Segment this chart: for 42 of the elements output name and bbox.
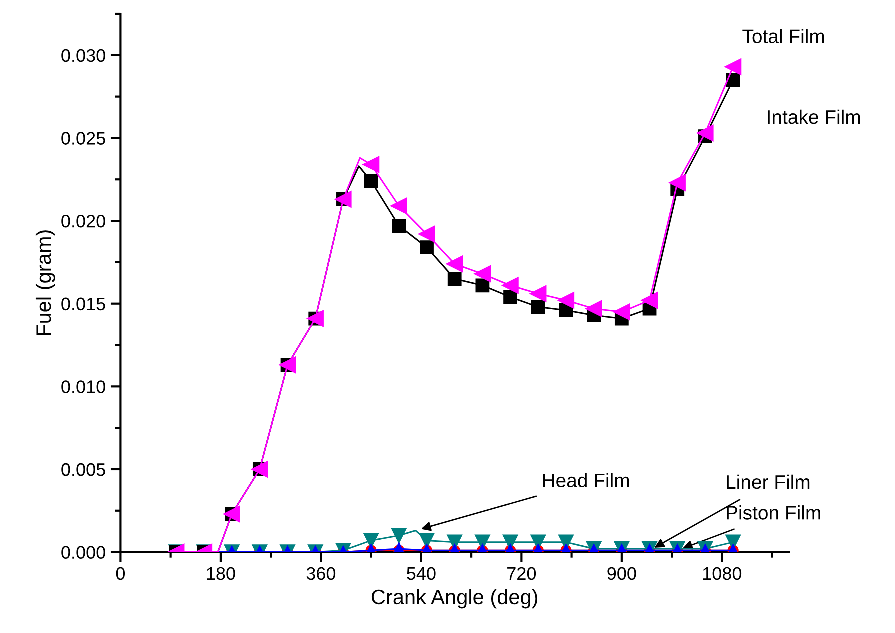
point	[420, 240, 434, 254]
point	[362, 156, 380, 174]
series-label: Total Film	[742, 29, 824, 44]
x-tick-label: 0	[116, 567, 126, 580]
point	[476, 278, 490, 293]
point	[724, 58, 742, 76]
point	[390, 198, 408, 214]
point	[586, 300, 602, 318]
point	[669, 174, 686, 192]
point	[504, 290, 518, 304]
point	[446, 256, 464, 272]
point	[530, 286, 547, 302]
point	[502, 277, 519, 294]
point	[697, 124, 714, 142]
y-tick-label: 0.015	[62, 298, 106, 311]
series-label: Intake Film	[768, 110, 860, 124]
x-axis-title: Crank Angle (deg)	[372, 589, 538, 609]
point	[364, 174, 378, 188]
point	[558, 292, 575, 309]
y-tick-label: 0.010	[62, 380, 106, 394]
x-tick-label: 1080	[703, 567, 742, 580]
point	[418, 226, 436, 243]
point	[641, 292, 658, 309]
y-tick-label: 0.020	[62, 214, 106, 228]
point	[614, 304, 630, 320]
x-tick-label: 540	[407, 567, 436, 580]
text: Liner Film	[727, 474, 810, 490]
y-tick-label: 0.025	[62, 132, 106, 145]
y-axis-title: Fuel (gram)	[36, 230, 56, 336]
point	[531, 300, 546, 314]
point	[474, 266, 492, 282]
text: Head Film	[543, 473, 630, 488]
x-tick-label: 900	[608, 567, 636, 580]
series-label: Piston Film	[727, 506, 820, 520]
x-tick-label: 180	[207, 567, 236, 580]
y-tick-label: 0.005	[62, 463, 106, 476]
y-tick-label: 0.000	[62, 546, 106, 560]
x-tick-label: 720	[508, 567, 536, 580]
y-tick-label: 0.030	[62, 49, 106, 62]
x-tick-label: 360	[306, 567, 336, 580]
point	[448, 272, 462, 286]
point	[392, 219, 406, 233]
